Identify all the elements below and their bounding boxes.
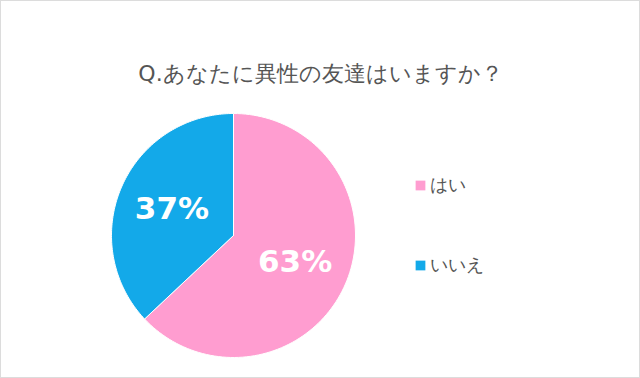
svg-text:はい: はい bbox=[430, 174, 466, 195]
svg-text:Q.あなたに異性の友達はいますか？: Q.あなたに異性の友達はいますか？ bbox=[138, 61, 502, 86]
svg-text:いいえ: いいえ bbox=[430, 254, 484, 275]
svg-text:63%: 63% bbox=[258, 243, 332, 279]
svg-text:37%: 37% bbox=[135, 190, 209, 226]
